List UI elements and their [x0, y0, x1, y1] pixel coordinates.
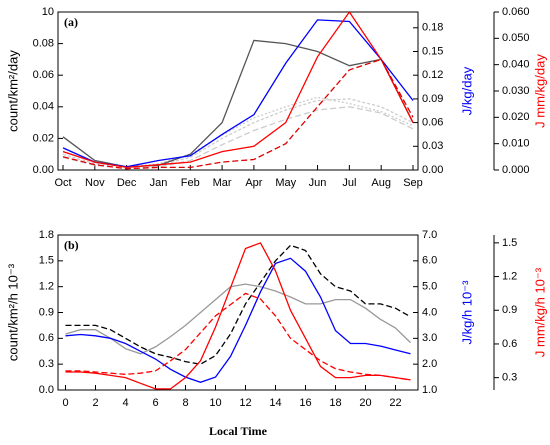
y-tick-label: 1.2 [39, 281, 54, 293]
series-line [65, 242, 411, 390]
y2-tick-label: 0.18 [422, 22, 443, 34]
series-line [65, 257, 411, 383]
y3-tick-label: 0.000 [502, 164, 530, 176]
x-tick-label: Jan [150, 177, 168, 189]
series-line [62, 98, 414, 168]
x-tick-label: 8 [182, 397, 188, 409]
y2-tick-label: 1.0 [422, 384, 437, 396]
y2-tick-label: 5.0 [422, 281, 437, 293]
y2-tick-label: 2.0 [422, 358, 437, 370]
x-tick-label: May [275, 177, 296, 189]
x-tick-label: Feb [181, 177, 200, 189]
x-tick-label: Sep [403, 177, 423, 189]
y2-tick-label: 4.0 [422, 306, 437, 318]
panel-label: (a) [64, 15, 78, 29]
x-tick-label: 6 [152, 397, 158, 409]
y-tick-label: 0.3 [39, 358, 54, 370]
x-tick-label: 4 [122, 397, 128, 409]
x-tick-label: Aug [371, 177, 391, 189]
y-tick-label: 0.02 [33, 132, 54, 144]
y-tick-label: 1.5 [39, 255, 54, 267]
y2-tick-label: 3.0 [422, 332, 437, 344]
y2-tick-label: 6.0 [422, 255, 437, 267]
y3-tick-label: 0.010 [502, 138, 530, 150]
series-line [62, 58, 414, 170]
x-axis-label: Local Time [209, 424, 268, 438]
y2-tick-label: 0.03 [422, 140, 443, 152]
y-tick-label: 0.9 [39, 306, 54, 318]
y3-axis-label: J mm/kg/day [532, 54, 547, 128]
y2-tick-label: 0.12 [422, 69, 443, 81]
y-tick-label: 10 [42, 6, 54, 18]
y3-tick-label: 0.030 [502, 85, 530, 97]
series-line [62, 96, 414, 168]
x-tick-label: Dec [117, 177, 137, 189]
plot-frame [57, 234, 419, 391]
y3-tick-label: 0.9 [502, 304, 517, 316]
y3-tick-label: 0.050 [502, 32, 530, 44]
x-tick-label: 14 [269, 397, 281, 409]
series-line [65, 244, 411, 365]
y3-tick-label: 0.6 [502, 338, 517, 350]
y3-tick-label: 1.2 [502, 270, 517, 282]
x-tick-label: 0 [62, 397, 68, 409]
y3-tick-label: 1.5 [502, 237, 517, 249]
y-tick-label: 0.6 [39, 332, 54, 344]
y-tick-label: 1.8 [39, 229, 54, 241]
x-tick-label: Jun [309, 177, 327, 189]
x-tick-label: Mar [213, 177, 232, 189]
y2-axis-label: J/kg/h 10⁻³ [459, 280, 474, 345]
x-tick-label: Jul [342, 177, 356, 189]
panel-label: (b) [64, 238, 79, 252]
x-tick-label: Nov [85, 177, 105, 189]
series-line [62, 39, 414, 168]
y-tick-label: 0.06 [33, 69, 54, 81]
series-line [62, 10, 414, 169]
x-tick-label: 18 [329, 397, 341, 409]
x-tick-label: 12 [239, 397, 251, 409]
series-line [62, 19, 414, 168]
y3-tick-label: 0.060 [502, 6, 530, 18]
y3-tick-label: 0.3 [502, 372, 517, 384]
y2-tick-label: 0.09 [422, 93, 443, 105]
y3-tick-label: 0.020 [502, 111, 530, 123]
x-tick-label: 22 [389, 397, 401, 409]
series-line [62, 106, 414, 170]
series-line [65, 283, 411, 355]
y3-axis-label: J mm/kg/h 10⁻³ [532, 267, 547, 357]
y-tick-label: 0.04 [33, 101, 54, 113]
y-axis-label: count/km²/day [5, 50, 20, 132]
x-tick-label: Oct [54, 177, 71, 189]
y-tick-label: 0.08 [33, 38, 54, 50]
x-tick-label: 16 [299, 397, 311, 409]
x-tick-label: 2 [92, 397, 98, 409]
y-tick-label: 0.00 [33, 164, 54, 176]
y2-tick-label: 0.00 [422, 164, 443, 176]
y3-tick-label: 0.040 [502, 59, 530, 71]
y2-tick-label: 0.06 [422, 117, 443, 129]
y2-axis-label: J/kg/day [459, 66, 474, 115]
y-tick-label: 0.0 [39, 384, 54, 396]
y2-tick-label: 7.0 [422, 229, 437, 241]
x-tick-label: 10 [209, 397, 221, 409]
y-axis-label: count/km²/h 10⁻³ [5, 263, 20, 361]
x-tick-label: Apr [245, 177, 262, 189]
series-line [65, 292, 411, 381]
plot-frame [57, 11, 419, 171]
x-tick-label: 20 [359, 397, 371, 409]
y2-tick-label: 0.15 [422, 45, 443, 57]
